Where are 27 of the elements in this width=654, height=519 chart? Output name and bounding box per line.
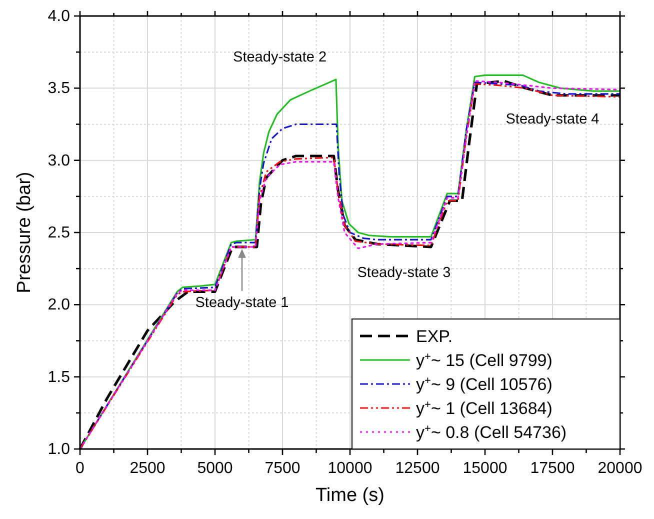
x-tick-label: 0 <box>76 460 85 477</box>
x-tick-label: 17500 <box>530 460 575 477</box>
y-tick-label: 4.0 <box>48 8 70 25</box>
x-tick-label: 15000 <box>462 460 508 477</box>
y-tick-label: 1.0 <box>48 441 70 458</box>
x-tick-label: 2500 <box>130 460 166 477</box>
y-tick-label: 3.5 <box>48 80 70 98</box>
x-tick-label: 5000 <box>197 460 233 477</box>
legend-label: y$^{+}$~ 1 (Cell 13684) <box>416 399 552 418</box>
y-axis-title: Pressure (bar) <box>14 172 35 294</box>
annotation: Steady-state 2 <box>233 49 327 66</box>
legend-label: y$^{+}$~ 0.8 (Cell 54736) <box>416 423 567 442</box>
legend-label: y$^{+}$~ 9 (Cell 10576) <box>416 375 552 394</box>
annotation: Steady-state 4 <box>506 111 600 128</box>
x-tick-label: 12500 <box>395 460 440 477</box>
legend-label: EXP. <box>416 327 453 346</box>
y-tick-label: 2.0 <box>48 296 70 314</box>
x-tick-label: 10000 <box>328 460 372 477</box>
annotation: Steady-state 1 <box>195 294 289 311</box>
y-tick-label: 1.5 <box>48 368 70 386</box>
y-tick-label: 3.0 <box>48 152 70 170</box>
x-tick-label: 20000 <box>598 460 642 477</box>
legend-label: y$^{+}$~ 15 (Cell 9799) <box>416 351 552 370</box>
annotation: Steady-state 3 <box>357 265 451 282</box>
x-tick-label: 7500 <box>264 460 300 477</box>
x-axis-title: Time (s) <box>316 485 384 506</box>
y-tick-label: 2.5 <box>48 224 70 242</box>
